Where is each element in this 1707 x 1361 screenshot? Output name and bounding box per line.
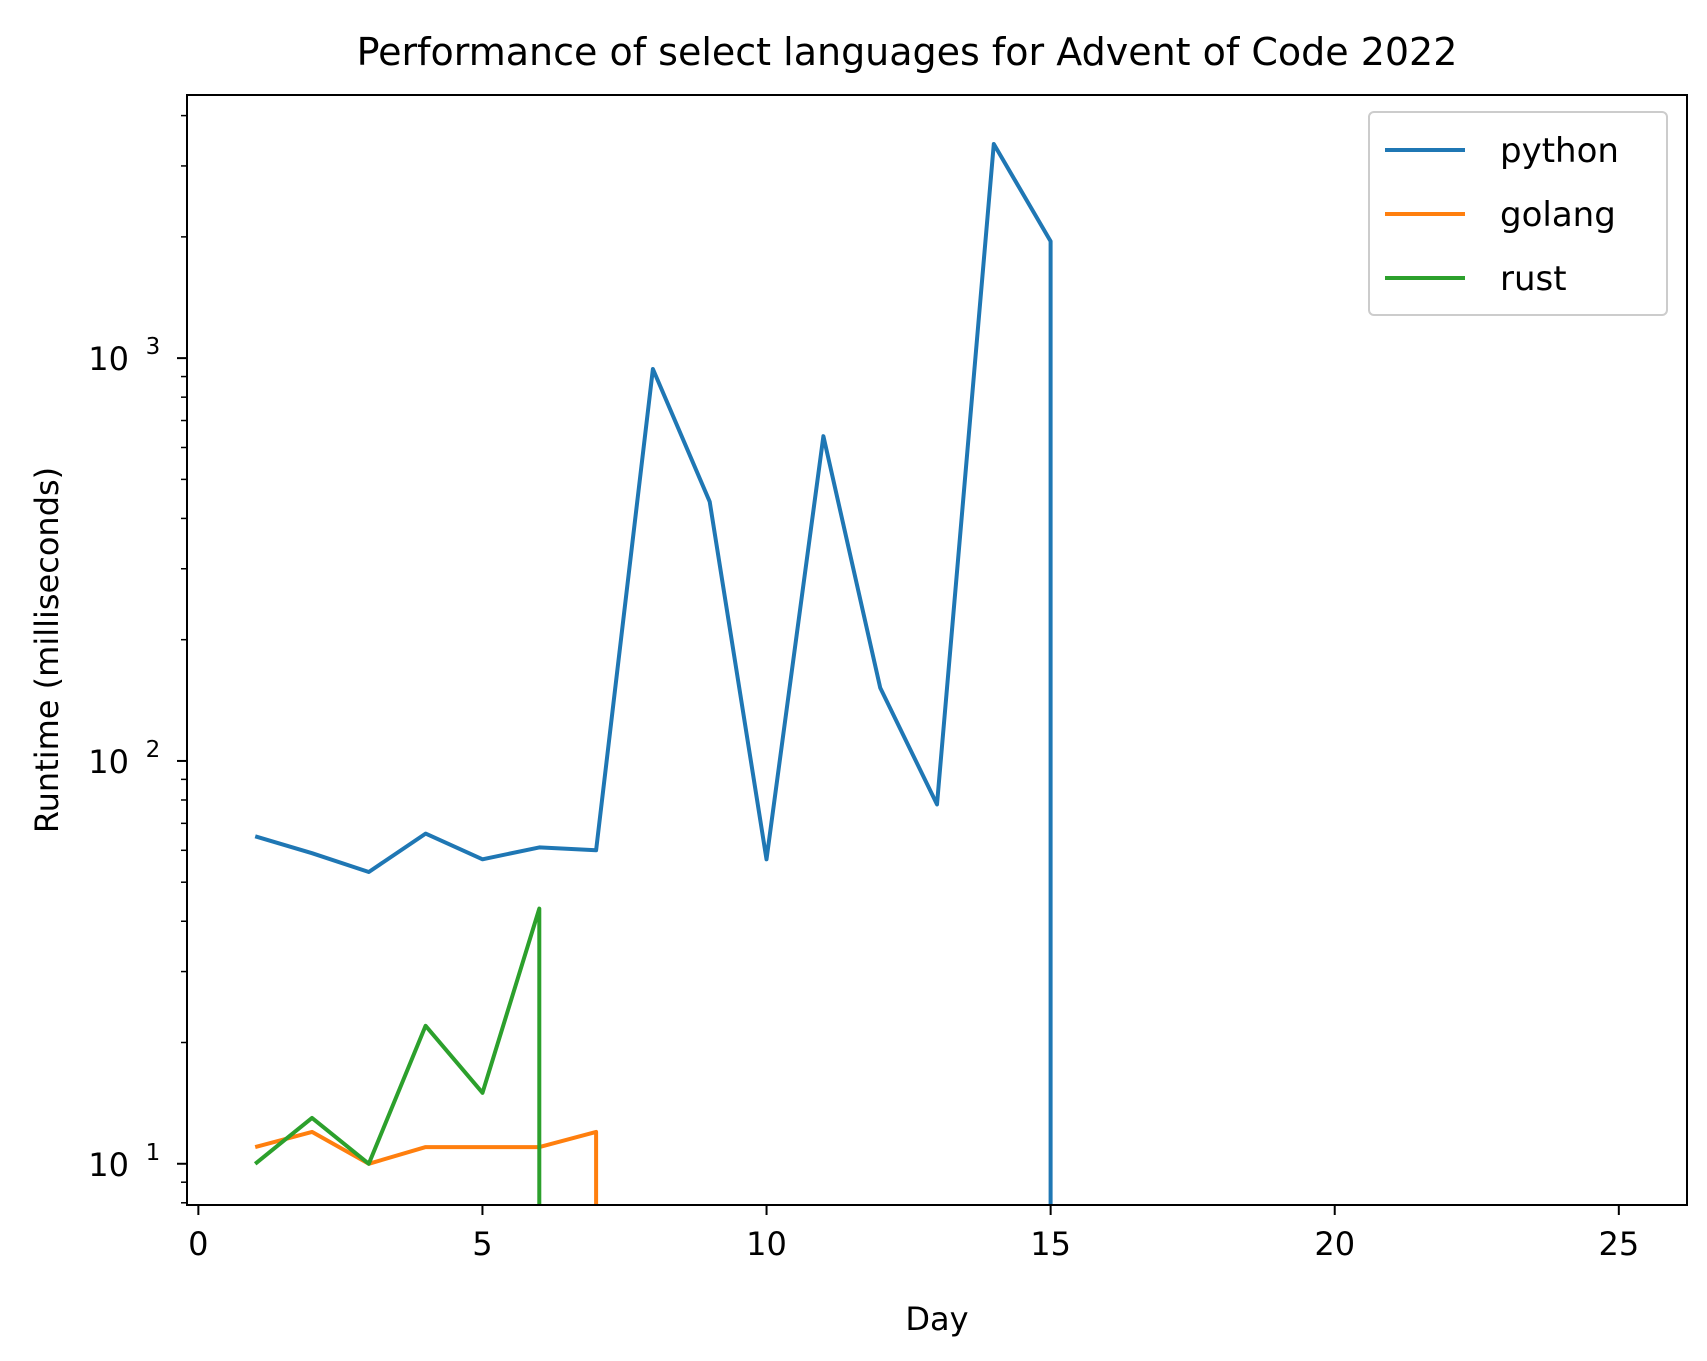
y-tick-label: 10 xyxy=(88,743,129,781)
y-axis-label: Runtime (milliseconds) xyxy=(28,467,66,833)
chart-title: Performance of select languages for Adve… xyxy=(357,30,1458,74)
y-tick-base: 10 xyxy=(88,743,129,781)
x-axis: 0 5 10 15 20 25 xyxy=(188,1205,1639,1263)
series-layer xyxy=(253,142,1053,1205)
legend-label-rust: rust xyxy=(1500,259,1567,299)
y-tick-base: 10 xyxy=(88,340,129,378)
x-tick-label: 25 xyxy=(1598,1225,1639,1263)
y-tick-label: 10 xyxy=(88,340,129,378)
legend-label-golang: golang xyxy=(1500,195,1616,235)
y-tick-exponent: 1 xyxy=(146,1140,161,1166)
x-tick-label: 0 xyxy=(188,1225,208,1263)
x-tick-label: 5 xyxy=(472,1225,492,1263)
series-line-rust xyxy=(253,906,542,1205)
x-axis-label: Day xyxy=(905,1300,968,1338)
y-axis: 10 1 10 2 10 3 xyxy=(88,114,187,1204)
plot-frame xyxy=(186,94,1688,1206)
legend-box xyxy=(1368,111,1668,316)
x-tick-label: 20 xyxy=(1314,1225,1355,1263)
legend: python golang rust xyxy=(1368,111,1668,316)
x-tick-label: 10 xyxy=(746,1225,787,1263)
series-line-golang xyxy=(254,1129,599,1205)
y-tick-label: 10 xyxy=(88,1146,129,1184)
y-tick-exponent: 2 xyxy=(146,737,161,763)
x-tick-label: 15 xyxy=(1030,1225,1071,1263)
y-tick-exponent: 3 xyxy=(146,334,161,360)
y-tick-base: 10 xyxy=(88,1146,129,1184)
legend-label-python: python xyxy=(1500,131,1619,171)
series-line-python xyxy=(254,142,1053,1205)
